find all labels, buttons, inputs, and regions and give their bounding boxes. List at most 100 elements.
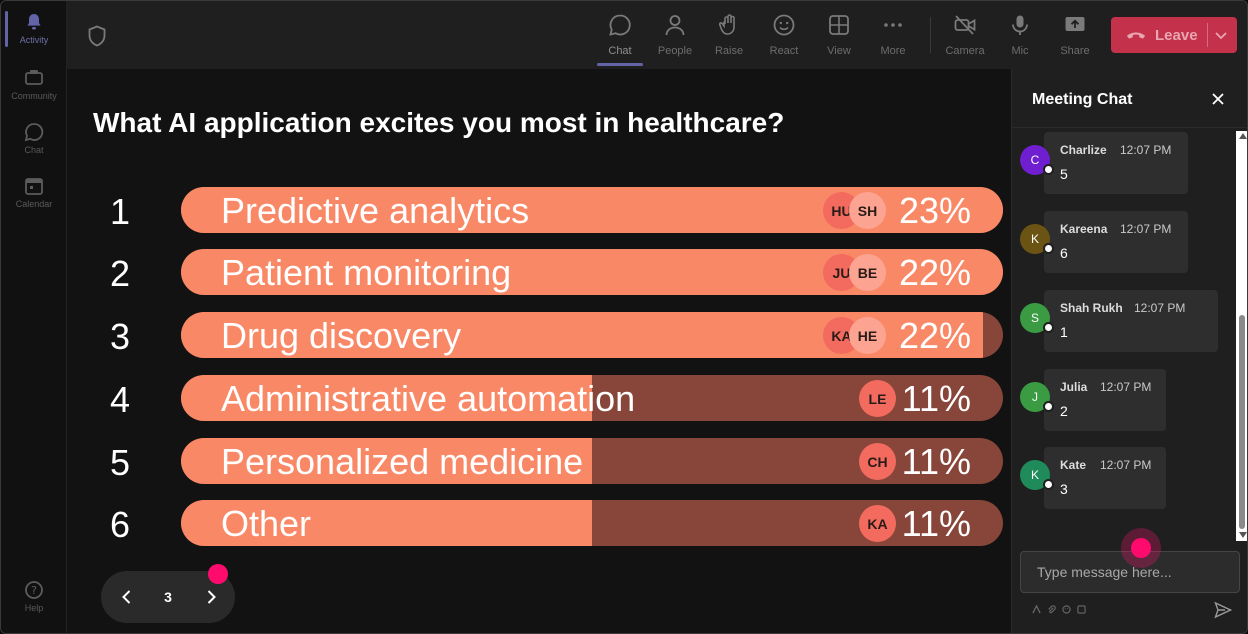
poll-option-row: 1 Predictive analytics HU SH 23% bbox=[67, 187, 1011, 235]
poll-option-row: 5 Personalized medicine CH 11% bbox=[67, 438, 1011, 486]
toolbar-mic-button[interactable]: Mic bbox=[994, 11, 1046, 61]
message-timestamp: 12:07 PM bbox=[1120, 143, 1172, 157]
toolbar-view-button[interactable]: View bbox=[813, 11, 865, 61]
poll-option-row: 3 Drug discovery KA HE 22% bbox=[67, 312, 1011, 360]
poll-stage: What AI application excites you most in … bbox=[67, 69, 1011, 633]
voter-avatar: CH bbox=[859, 443, 896, 480]
chat-message-bubble[interactable]: Kareena 12:07 PM 6 bbox=[1044, 211, 1188, 273]
rail-item-label: Help bbox=[24, 602, 44, 613]
compose-toolbar bbox=[1032, 605, 1086, 614]
meeting-toolbar: Chat People Raise React View More Camera bbox=[67, 1, 1247, 69]
chevron-right-icon[interactable] bbox=[201, 587, 221, 607]
toolbar-more-label: More bbox=[880, 45, 906, 57]
toolbar-more-button[interactable]: More bbox=[867, 11, 919, 61]
poll-option-row: 2 Patient monitoring JU BE 22% bbox=[67, 249, 1011, 297]
grid-view-icon bbox=[829, 15, 849, 35]
emoji-icon[interactable] bbox=[1062, 605, 1071, 614]
share-screen-icon bbox=[1065, 17, 1085, 31]
toolbar-divider bbox=[930, 17, 931, 53]
sticker-icon[interactable] bbox=[1077, 605, 1086, 614]
chat-icon bbox=[609, 14, 631, 36]
shield-icon[interactable] bbox=[87, 25, 107, 47]
toolbar-people-label: People bbox=[657, 45, 693, 57]
voter-avatar: BE bbox=[849, 254, 886, 291]
rail-item-label: Chat bbox=[24, 144, 44, 155]
toolbar-share-button[interactable]: Share bbox=[1049, 11, 1101, 61]
voter-avatar: SH bbox=[849, 192, 886, 229]
voter-avatar: LE bbox=[859, 380, 896, 417]
community-icon bbox=[25, 69, 43, 85]
chat-icon bbox=[24, 122, 44, 141]
toolbar-chat-label: Chat bbox=[608, 45, 632, 57]
toolbar-camera-button[interactable]: Camera bbox=[939, 11, 991, 61]
message-text: 5 bbox=[1060, 166, 1068, 182]
send-icon[interactable] bbox=[1214, 601, 1232, 619]
message-timestamp: 12:07 PM bbox=[1134, 301, 1186, 315]
rail-item-chat[interactable]: Chat bbox=[1, 113, 67, 163]
chevron-left-icon[interactable] bbox=[117, 587, 137, 607]
poll-option-number: 5 bbox=[109, 442, 131, 483]
toolbar-chat-button[interactable]: Chat bbox=[594, 11, 646, 61]
bell-icon bbox=[27, 13, 41, 29]
presence-status-icon bbox=[1043, 479, 1054, 490]
leave-label: Leave bbox=[1155, 26, 1198, 44]
scroll-up-arrow[interactable] bbox=[1239, 133, 1247, 139]
rail-item-community[interactable]: Community bbox=[1, 59, 67, 109]
attach-icon[interactable] bbox=[1047, 605, 1056, 614]
hang-up-icon bbox=[1126, 32, 1146, 39]
presence-status-icon bbox=[1043, 243, 1054, 254]
cursor-pointer bbox=[1131, 538, 1151, 558]
chat-divider bbox=[1012, 127, 1247, 128]
rail-item-help[interactable]: ? Help bbox=[1, 571, 67, 621]
toolbar-react-button[interactable]: React bbox=[758, 11, 810, 61]
poll-option-row: 4 Administrative automation LE 11% bbox=[67, 375, 1011, 423]
chevron-down-icon[interactable] bbox=[1213, 27, 1229, 43]
sender-name: Charlize bbox=[1060, 143, 1107, 157]
leave-button[interactable]: Leave bbox=[1111, 17, 1237, 53]
toolbar-camera-label: Camera bbox=[945, 45, 985, 57]
poll-option-number: 4 bbox=[109, 379, 131, 420]
message-timestamp: 12:07 PM bbox=[1100, 458, 1152, 472]
poll-option-number: 6 bbox=[109, 504, 131, 545]
scroll-thumb[interactable] bbox=[1239, 315, 1245, 529]
page-number: 3 bbox=[164, 589, 172, 605]
sender-name: Julia bbox=[1060, 380, 1088, 394]
app-rail: Activity Community Chat Calendar ? Help bbox=[1, 1, 67, 633]
active-tab-indicator bbox=[597, 63, 643, 66]
rail-item-calendar[interactable]: Calendar bbox=[1, 167, 67, 217]
format-icon[interactable] bbox=[1032, 605, 1041, 614]
camera-off-icon bbox=[954, 15, 976, 35]
poll-option-percent: 11% bbox=[901, 441, 971, 482]
chat-message-bubble[interactable]: Shah Rukh 12:07 PM 1 bbox=[1044, 290, 1218, 352]
rail-item-activity[interactable]: Activity bbox=[1, 3, 67, 53]
toolbar-view-label: View bbox=[827, 45, 851, 57]
chat-message-bubble[interactable]: Charlize 12:07 PM 5 bbox=[1044, 132, 1188, 194]
chat-message-bubble[interactable]: Julia 12:07 PM 2 bbox=[1044, 369, 1166, 431]
toolbar-share-label: Share bbox=[1060, 45, 1090, 57]
people-icon bbox=[665, 15, 685, 36]
rail-item-label: Community bbox=[11, 90, 57, 101]
poll-option-number: 1 bbox=[109, 191, 131, 232]
microphone-icon bbox=[1012, 15, 1028, 35]
chat-title: Meeting Chat bbox=[1032, 91, 1133, 108]
message-text: 2 bbox=[1060, 403, 1068, 419]
message-text: 1 bbox=[1060, 324, 1068, 340]
scroll-down-arrow[interactable] bbox=[1239, 532, 1247, 538]
toolbar-people-button[interactable]: People bbox=[649, 11, 701, 61]
poll-option-percent: 11% bbox=[901, 503, 971, 544]
sender-name: Kareena bbox=[1060, 222, 1108, 236]
rail-item-label: Calendar bbox=[15, 198, 53, 209]
pointer-indicator bbox=[208, 564, 228, 584]
more-dots-icon bbox=[884, 23, 902, 27]
chat-message-input[interactable] bbox=[1020, 551, 1240, 593]
poll-option-percent: 11% bbox=[901, 378, 971, 419]
poll-option-label: Personalized medicine bbox=[221, 441, 584, 482]
poll-option-fill bbox=[181, 438, 592, 484]
poll-option-label: Other bbox=[221, 503, 312, 544]
close-icon[interactable] bbox=[1210, 91, 1226, 107]
poll-option-label: Predictive analytics bbox=[221, 190, 530, 231]
toolbar-raise-button[interactable]: Raise bbox=[703, 11, 755, 61]
poll-option-percent: 22% bbox=[898, 252, 971, 293]
chat-message-bubble[interactable]: Kate 12:07 PM 3 bbox=[1044, 447, 1166, 509]
